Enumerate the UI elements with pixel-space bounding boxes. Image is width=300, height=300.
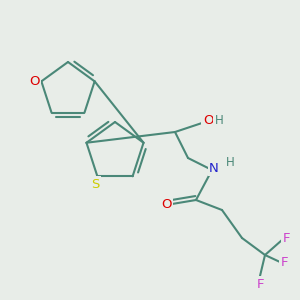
Text: F: F <box>256 278 264 290</box>
Text: F: F <box>280 256 288 268</box>
Text: N: N <box>209 161 219 175</box>
Text: O: O <box>203 113 213 127</box>
Text: F: F <box>282 232 290 244</box>
Text: S: S <box>91 178 100 191</box>
Text: O: O <box>29 75 40 88</box>
Text: H: H <box>226 155 234 169</box>
Text: O: O <box>161 197 171 211</box>
Text: H: H <box>214 113 224 127</box>
